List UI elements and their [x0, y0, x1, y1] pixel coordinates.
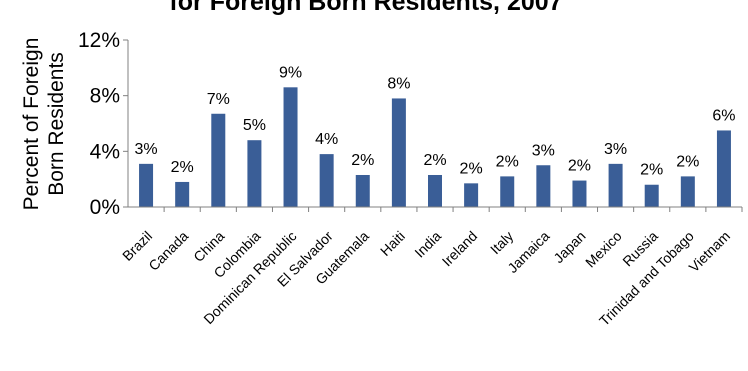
bar	[608, 163, 623, 207]
bar	[644, 184, 659, 207]
y-tick-label: 0%	[90, 196, 120, 219]
bar	[211, 113, 226, 207]
data-label: 9%	[279, 64, 302, 81]
bar	[139, 163, 154, 207]
y-axis: 0% 4% 8% 12%	[78, 29, 129, 219]
bar	[319, 154, 334, 207]
data-label: 6%	[712, 107, 735, 124]
bar	[572, 180, 587, 207]
data-label: 2%	[171, 159, 194, 176]
x-tick-label: Italy	[487, 228, 516, 257]
bar	[428, 174, 442, 207]
chart-title: for Foreign Born Residents, 2007	[169, 0, 562, 16]
data-label: 3%	[604, 141, 627, 158]
bar	[500, 176, 515, 207]
bar	[680, 176, 695, 207]
data-label: 2%	[676, 153, 699, 170]
x-tick-label: Ireland	[439, 228, 481, 270]
x-tick-label: India	[411, 228, 444, 261]
data-label: 3%	[134, 141, 157, 158]
bar	[716, 130, 731, 207]
bar	[464, 183, 479, 207]
bar	[247, 140, 262, 207]
data-labels: 3% 2% 7% 5% 9% 4% 2% 8% 2% 2% 2% 3% 2% 3% 2% 2% 6%	[134, 64, 735, 178]
data-label: 4%	[315, 131, 338, 148]
data-label: 3%	[532, 142, 555, 159]
x-tick-label: Mexico	[582, 228, 625, 271]
bar	[536, 165, 551, 207]
data-label: 5%	[243, 117, 266, 134]
y-tick-label: 4%	[90, 140, 120, 163]
x-tick-label: Haiti	[377, 228, 408, 259]
y-axis-label: Percent of Foreign Born Residents	[20, 38, 68, 211]
y-axis-label-line-1: Percent of Foreign	[20, 38, 43, 211]
y-tick-label: 12%	[78, 29, 120, 52]
y-axis-label-line-2: Born Residents	[45, 52, 68, 196]
data-label: 2%	[423, 152, 446, 169]
data-label: 2%	[460, 160, 483, 177]
x-tick-label: Canada	[145, 228, 191, 274]
data-label: 8%	[387, 75, 410, 92]
bars	[139, 87, 731, 207]
y-tick-label: 8%	[90, 85, 120, 108]
bar	[391, 98, 406, 207]
data-label: 2%	[640, 162, 663, 179]
data-label: 2%	[496, 153, 519, 170]
data-label: 2%	[568, 158, 591, 175]
data-label: 2%	[351, 152, 374, 169]
data-label: 7%	[207, 91, 230, 108]
bar	[175, 181, 190, 207]
bar	[355, 174, 370, 207]
bar	[283, 87, 298, 207]
